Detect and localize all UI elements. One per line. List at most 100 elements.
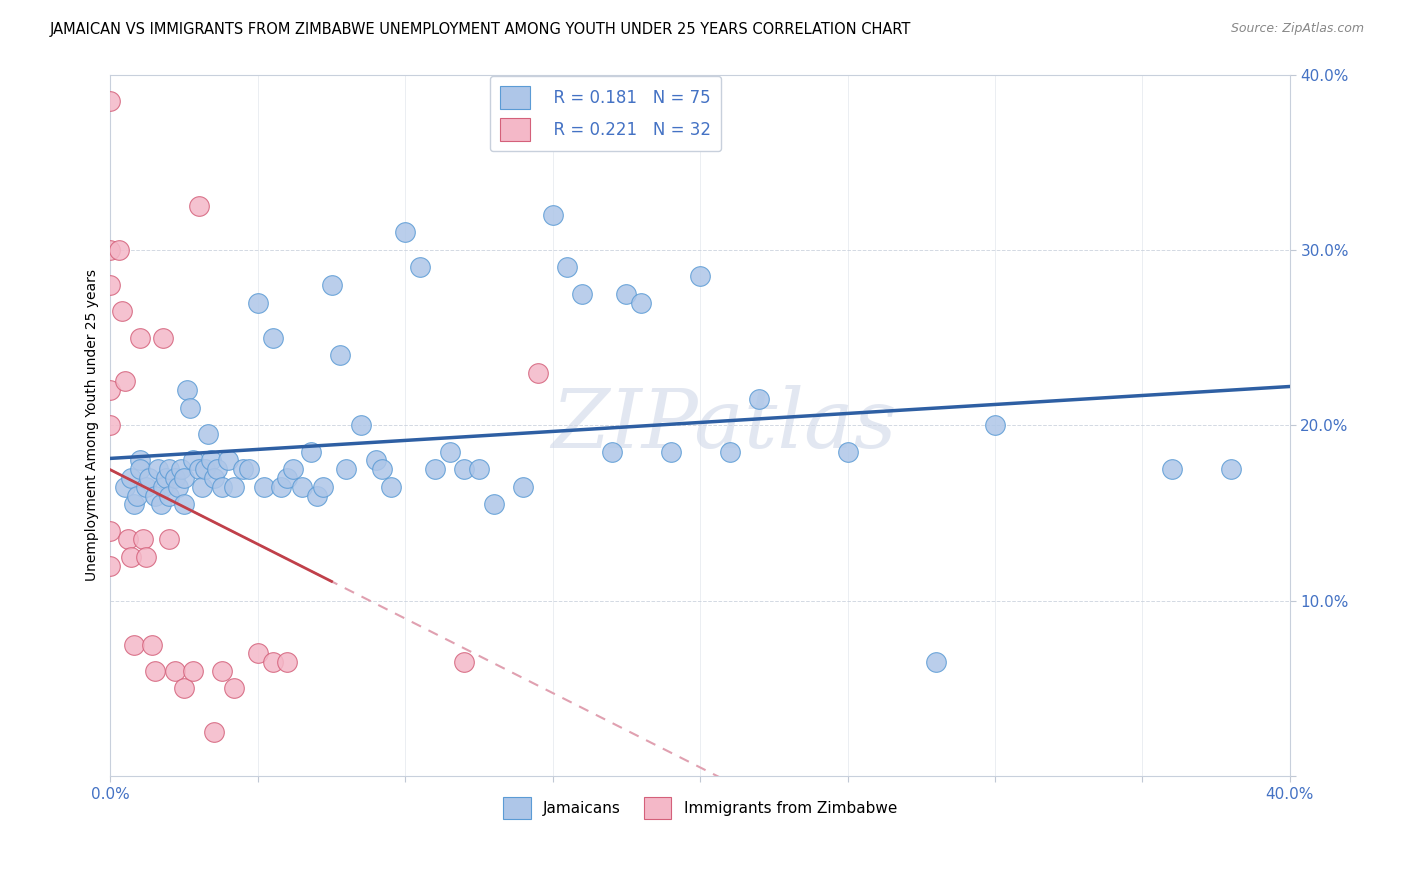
Point bbox=[176, 384, 198, 398]
Point bbox=[211, 480, 233, 494]
Point bbox=[246, 295, 269, 310]
Point bbox=[181, 453, 204, 467]
Point bbox=[149, 497, 172, 511]
Point bbox=[129, 453, 152, 467]
Point bbox=[527, 366, 550, 380]
Point bbox=[152, 480, 174, 494]
Point bbox=[179, 401, 201, 415]
Point bbox=[453, 462, 475, 476]
Point bbox=[122, 638, 145, 652]
Point bbox=[837, 444, 859, 458]
Point bbox=[138, 471, 160, 485]
Point bbox=[1219, 462, 1241, 476]
Legend: Jamaicans, Immigrants from Zimbabwe: Jamaicans, Immigrants from Zimbabwe bbox=[498, 791, 903, 825]
Point bbox=[173, 497, 195, 511]
Point bbox=[100, 418, 122, 433]
Point bbox=[689, 269, 711, 284]
Point bbox=[630, 295, 652, 310]
Point bbox=[143, 489, 166, 503]
Point bbox=[100, 558, 122, 573]
Point bbox=[120, 549, 142, 564]
Point bbox=[253, 480, 276, 494]
Point bbox=[114, 375, 136, 389]
Text: ZIPatlas: ZIPatlas bbox=[551, 385, 897, 466]
Point bbox=[312, 480, 335, 494]
Point bbox=[262, 331, 284, 345]
Point bbox=[157, 533, 180, 547]
Point bbox=[132, 533, 155, 547]
Point bbox=[571, 286, 593, 301]
Point bbox=[364, 453, 387, 467]
Point bbox=[157, 462, 180, 476]
Point bbox=[925, 655, 948, 669]
Point bbox=[143, 664, 166, 678]
Point bbox=[541, 208, 564, 222]
Point bbox=[1161, 462, 1184, 476]
Point bbox=[423, 462, 446, 476]
Point bbox=[165, 664, 187, 678]
Point bbox=[135, 549, 157, 564]
Point bbox=[370, 462, 392, 476]
Point bbox=[211, 664, 233, 678]
Point bbox=[984, 418, 1007, 433]
Point bbox=[100, 94, 122, 108]
Point bbox=[200, 453, 222, 467]
Point bbox=[270, 480, 292, 494]
Point bbox=[217, 453, 239, 467]
Point bbox=[135, 480, 157, 494]
Point bbox=[468, 462, 491, 476]
Point bbox=[170, 462, 193, 476]
Point bbox=[453, 655, 475, 669]
Point bbox=[232, 462, 254, 476]
Point bbox=[718, 444, 741, 458]
Point bbox=[194, 462, 217, 476]
Point bbox=[129, 331, 152, 345]
Point bbox=[155, 471, 177, 485]
Point bbox=[125, 489, 148, 503]
Y-axis label: Unemployment Among Youth under 25 years: Unemployment Among Youth under 25 years bbox=[86, 269, 100, 582]
Point bbox=[100, 524, 122, 538]
Point bbox=[276, 655, 298, 669]
Point bbox=[482, 497, 505, 511]
Point bbox=[409, 260, 432, 275]
Point bbox=[129, 462, 152, 476]
Point bbox=[262, 655, 284, 669]
Point bbox=[202, 725, 225, 739]
Text: Source: ZipAtlas.com: Source: ZipAtlas.com bbox=[1230, 22, 1364, 36]
Point bbox=[321, 278, 343, 293]
Point bbox=[246, 646, 269, 660]
Point bbox=[439, 444, 461, 458]
Point bbox=[197, 427, 219, 442]
Point bbox=[335, 462, 357, 476]
Point bbox=[512, 480, 534, 494]
Point bbox=[380, 480, 402, 494]
Point bbox=[100, 243, 122, 257]
Point bbox=[350, 418, 373, 433]
Point bbox=[114, 480, 136, 494]
Point bbox=[173, 681, 195, 696]
Point bbox=[187, 462, 209, 476]
Point bbox=[659, 444, 682, 458]
Point bbox=[167, 480, 190, 494]
Point bbox=[748, 392, 770, 406]
Point bbox=[117, 533, 139, 547]
Point bbox=[276, 471, 298, 485]
Point bbox=[238, 462, 260, 476]
Point bbox=[146, 462, 169, 476]
Text: JAMAICAN VS IMMIGRANTS FROM ZIMBABWE UNEMPLOYMENT AMONG YOUTH UNDER 25 YEARS COR: JAMAICAN VS IMMIGRANTS FROM ZIMBABWE UNE… bbox=[49, 22, 911, 37]
Point bbox=[557, 260, 579, 275]
Point bbox=[165, 471, 187, 485]
Point bbox=[224, 681, 246, 696]
Point bbox=[181, 664, 204, 678]
Point bbox=[187, 199, 209, 213]
Point bbox=[616, 286, 638, 301]
Point bbox=[111, 304, 134, 318]
Point bbox=[108, 243, 131, 257]
Point bbox=[191, 480, 214, 494]
Point bbox=[100, 384, 122, 398]
Point bbox=[600, 444, 623, 458]
Point bbox=[205, 462, 228, 476]
Point bbox=[157, 489, 180, 503]
Point bbox=[100, 278, 122, 293]
Point bbox=[283, 462, 305, 476]
